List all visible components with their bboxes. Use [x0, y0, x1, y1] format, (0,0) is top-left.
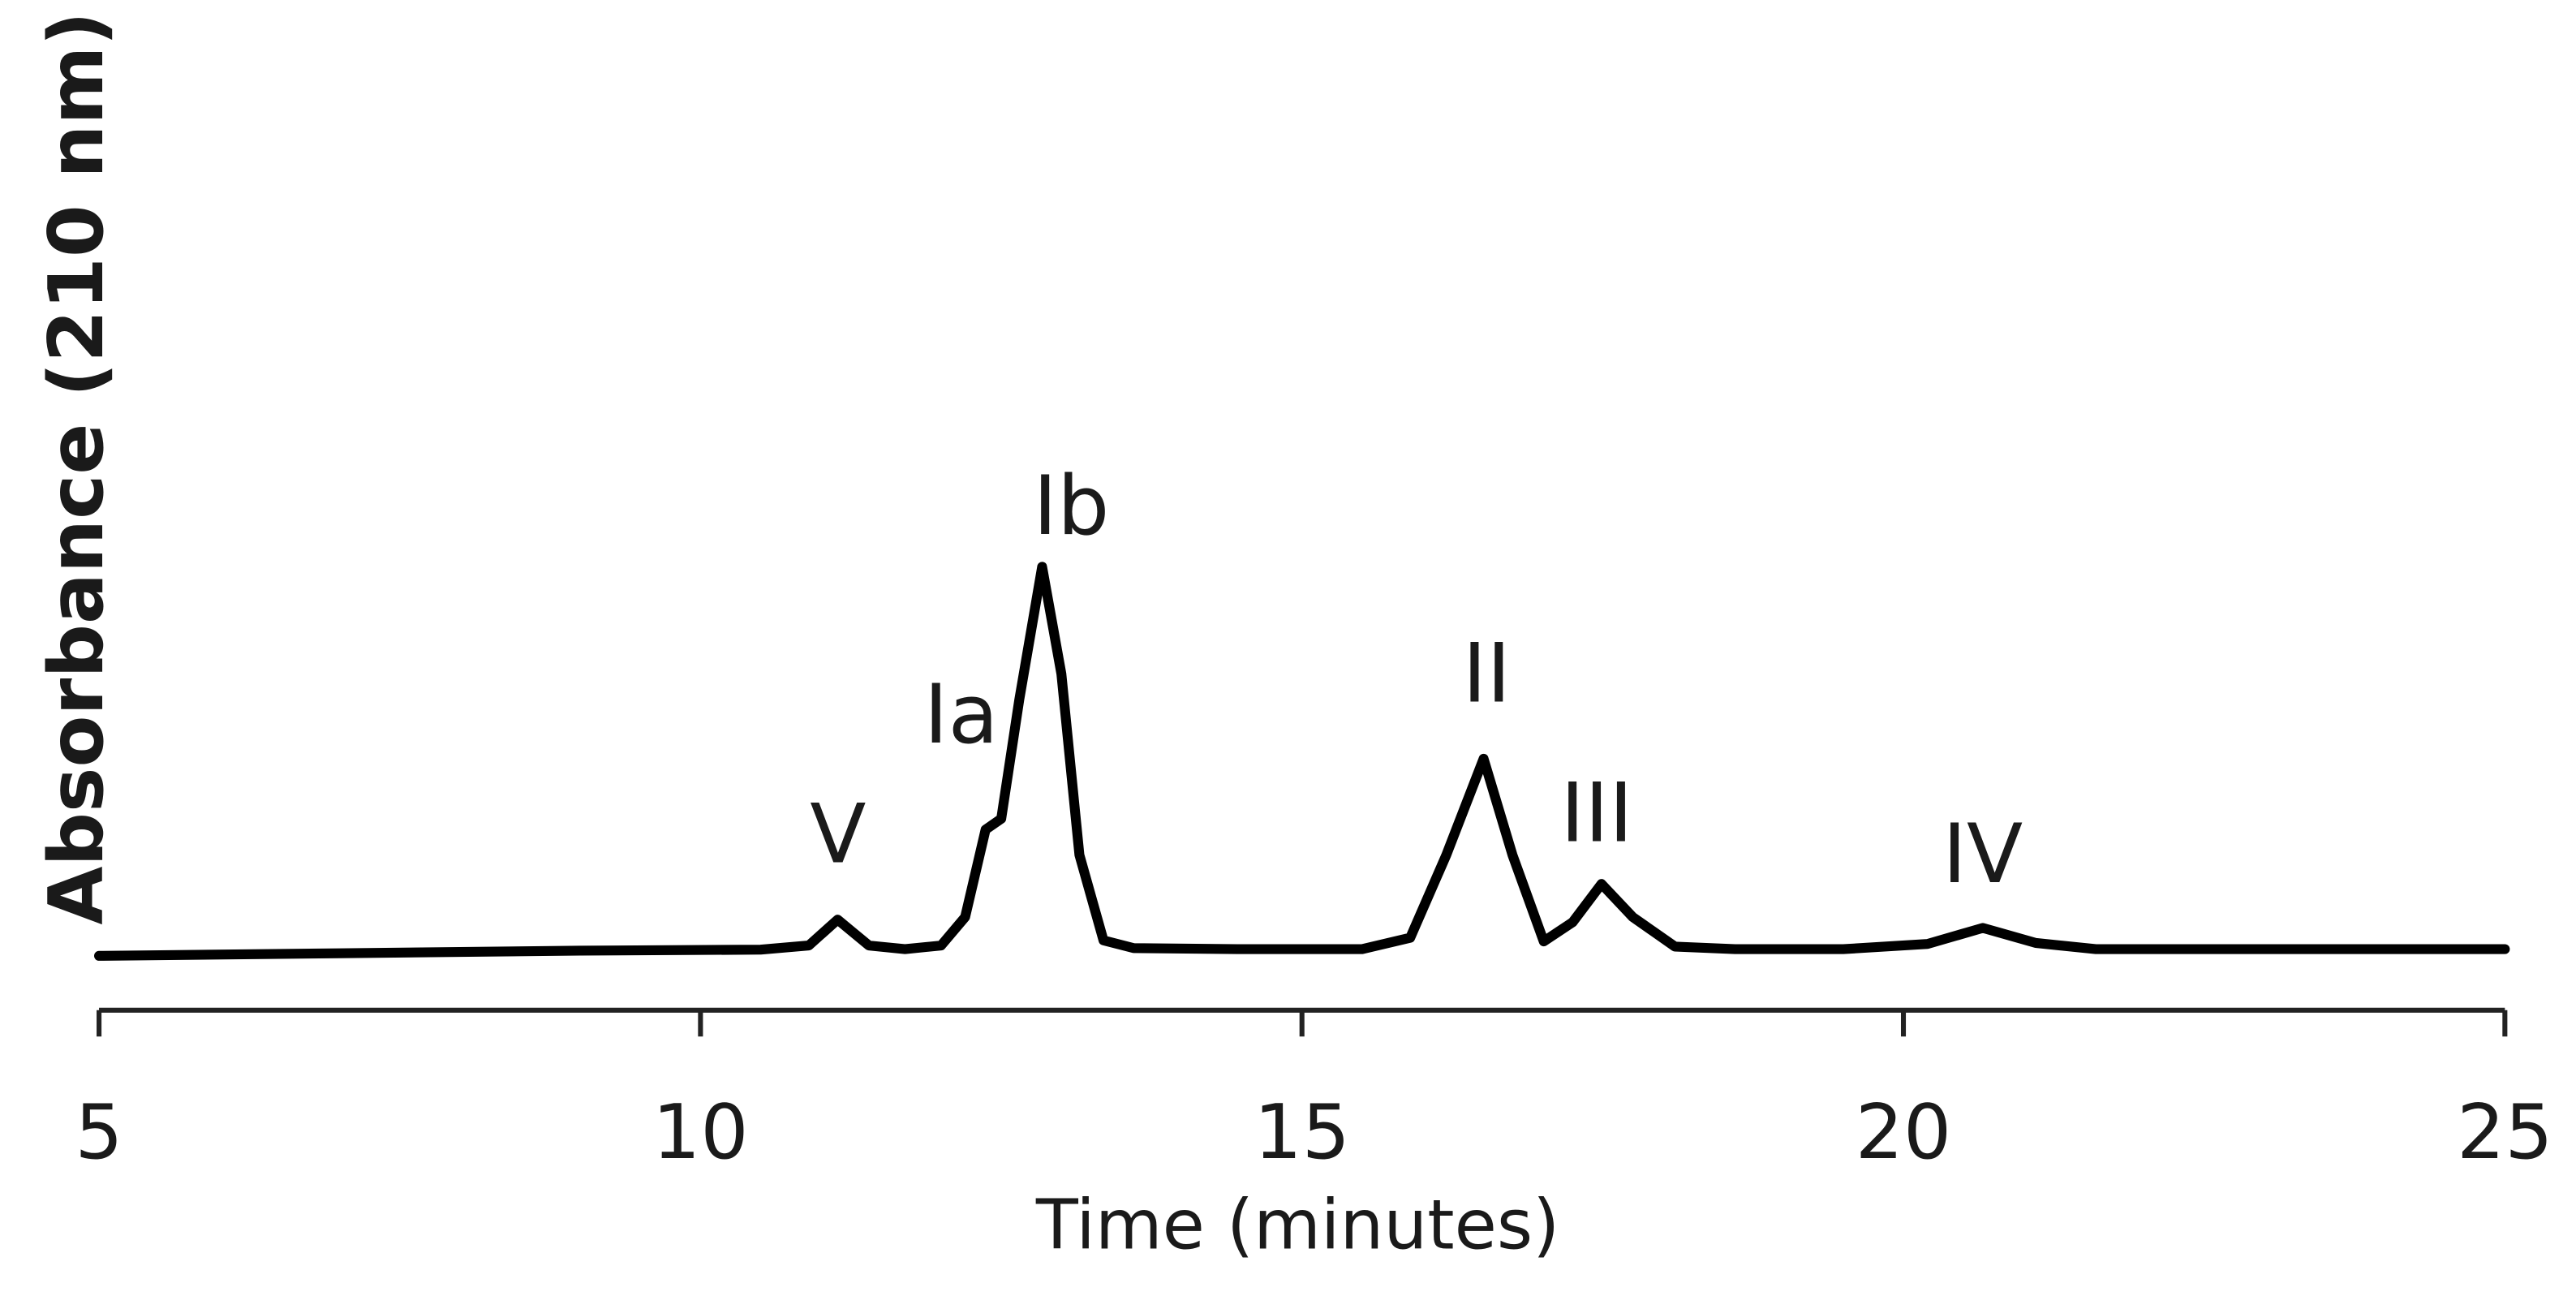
- y-axis-title: Absorbance (210 nm): [32, 11, 120, 925]
- peak-label: IV: [1942, 806, 2023, 902]
- x-tick-label: 15: [1254, 1088, 1349, 1176]
- chromatogram-line: [93, 562, 2510, 961]
- peak-label: Ia: [924, 666, 999, 762]
- peak-label: Ib: [1033, 458, 1109, 553]
- x-axis-title: Time (minutes): [1035, 1185, 1559, 1265]
- x-tick-label: 5: [75, 1088, 123, 1176]
- x-tick-label: 25: [2457, 1088, 2552, 1176]
- x-tick-label: 20: [1856, 1088, 1951, 1176]
- peak-label: II: [1463, 625, 1512, 721]
- x-tick-label: 10: [652, 1088, 748, 1176]
- peak-label: V: [810, 786, 866, 882]
- peak-label: III: [1560, 764, 1633, 860]
